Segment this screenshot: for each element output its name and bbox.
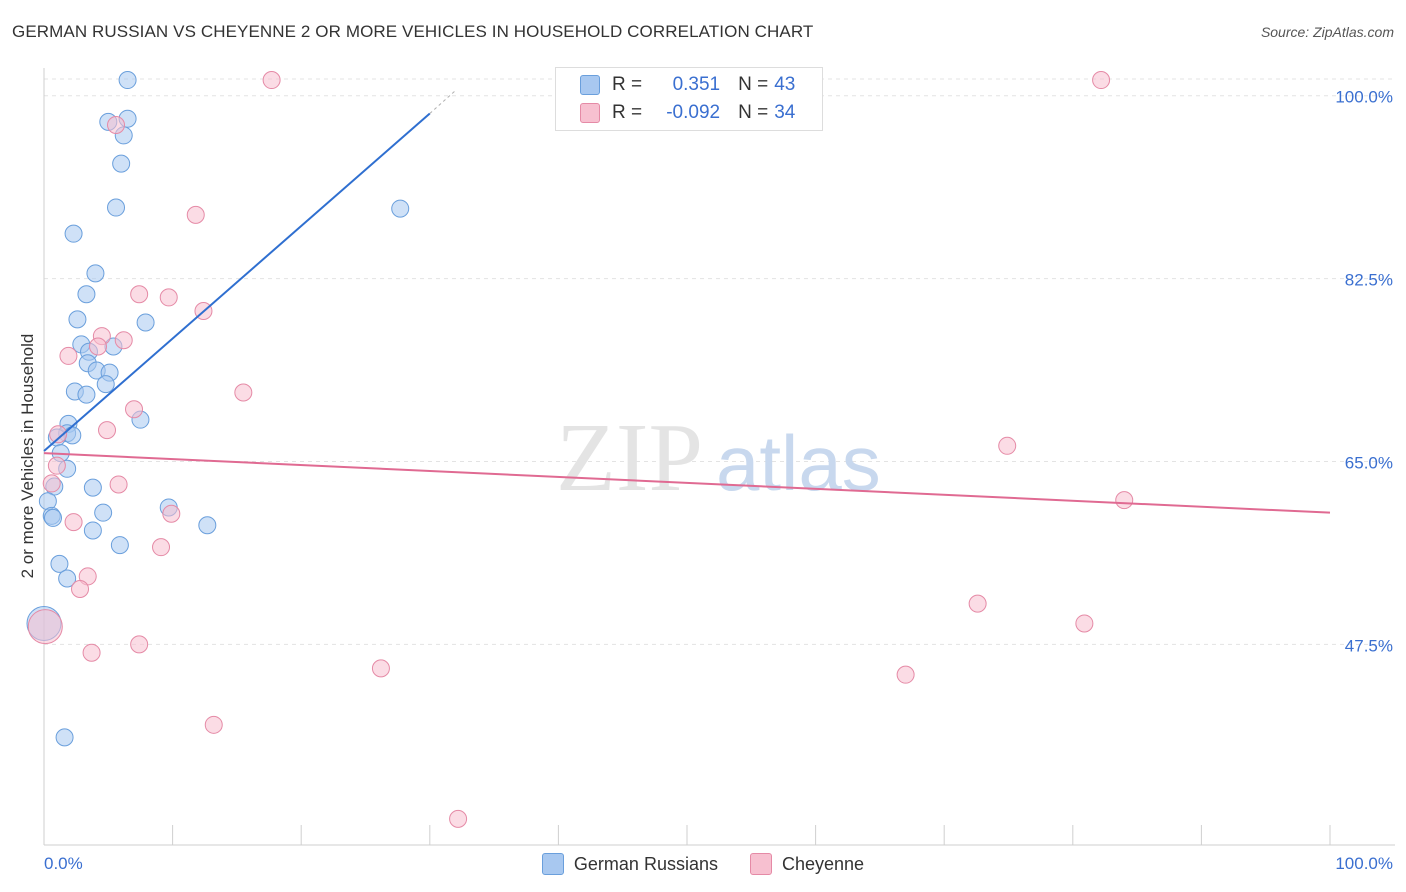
y-tick-label: 82.5% (1345, 271, 1393, 290)
german-russians-point (110, 536, 129, 555)
legend-label: Cheyenne (781, 853, 865, 874)
cheyenne-point (449, 809, 468, 828)
german-russians-point (77, 385, 96, 404)
cheyenne-point (47, 456, 66, 475)
cheyenne-point (1115, 491, 1134, 510)
watermark: ZIP atlas (556, 404, 881, 512)
german-russians-point (94, 503, 113, 522)
cheyenne-point (162, 504, 181, 523)
german-russians-point (83, 478, 102, 497)
german-russians-point (68, 310, 87, 329)
cheyenne-point (59, 346, 78, 365)
watermark-atlas: atlas (716, 419, 881, 507)
grid (44, 78, 1395, 645)
cheyenne-point (64, 513, 83, 532)
cheyenne-point (125, 400, 144, 419)
german-russians-point (107, 198, 126, 217)
cheyenne-point (371, 659, 390, 678)
legend-row-german-russians: R = 0.351 N = 43 (580, 71, 795, 99)
cheyenne-point (109, 475, 128, 494)
german-russians-point (64, 224, 83, 243)
german-russians-point (118, 71, 137, 90)
cheyenne-trend-line (43, 452, 1331, 514)
german-russians-point (55, 728, 74, 747)
y-tick-label: 47.5% (1345, 636, 1393, 655)
y-tick-label: 65.0% (1345, 453, 1393, 472)
german-russians-point (83, 521, 102, 540)
cheyenne-point (98, 421, 117, 440)
trend-lines (43, 90, 1331, 514)
legend-n-label: N = (738, 74, 769, 95)
legend-row-cheyenne: R = -0.092 N = 34 (580, 99, 795, 127)
tick-labels: 47.5% 65.0% 82.5% 100.0% 0.0% 100.0% (44, 88, 1393, 873)
german-russians-point (50, 554, 69, 573)
german-russians-point (86, 264, 105, 283)
series-legend: German Russians Cheyenne (0, 851, 1406, 877)
cheyenne-point (89, 337, 108, 356)
german-russians-point (198, 516, 217, 535)
cheyenne-point (27, 609, 63, 645)
legend-item-german-russians[interactable]: German Russians (541, 851, 718, 877)
legend-swatch (749, 853, 772, 875)
legend-n-value: 34 (774, 102, 796, 123)
y-axis-label: 2 or more Vehicles in Household (18, 333, 37, 579)
cheyenne-point (107, 115, 126, 134)
chart-title: GERMAN RUSSIAN VS CHEYENNE 2 OR MORE VEH… (12, 22, 814, 41)
x-tick-label: 100.0% (1335, 854, 1393, 873)
legend-n-label: N = (738, 102, 769, 123)
legend-swatch-german-russians (580, 75, 600, 95)
cheyenne-point (130, 635, 149, 654)
cheyenne-point (49, 425, 68, 444)
data-points (26, 71, 1134, 828)
cheyenne-point (204, 715, 223, 734)
cheyenne-point (968, 594, 987, 613)
cheyenne-point (42, 474, 61, 493)
german-russians-point (96, 375, 115, 394)
legend-swatch (541, 853, 564, 875)
cheyenne-point (998, 436, 1017, 455)
legend-label: German Russians (573, 853, 718, 874)
german-russians-point (112, 154, 131, 173)
cheyenne-point (152, 538, 171, 557)
axes (43, 68, 1395, 846)
correlation-legend: R = 0.351 N = 43 R = -0.092 N = 34 (555, 67, 823, 131)
legend-r-label: R = (612, 102, 643, 123)
legend-r-value: 0.351 (672, 74, 721, 95)
cheyenne-point (71, 579, 90, 598)
cheyenne-point (234, 383, 253, 402)
cheyenne-point (1092, 71, 1111, 90)
cheyenne-point (159, 288, 178, 307)
watermark-zip: ZIP (556, 404, 703, 512)
legend-item-cheyenne[interactable]: Cheyenne (749, 851, 865, 877)
german-russians-point (58, 569, 77, 588)
cheyenne-point (114, 331, 133, 350)
german-russians-point (44, 508, 63, 527)
cheyenne-point (186, 205, 205, 224)
german-russians-trend-extension (429, 90, 456, 114)
legend-n-value: 43 (774, 74, 796, 95)
cheyenne-point (896, 665, 915, 684)
german-russians-point (77, 285, 96, 304)
y-tick-label: 100.0% (1335, 88, 1393, 107)
german-russians-point (391, 199, 410, 218)
cheyenne-point (1075, 614, 1094, 633)
cheyenne-point (82, 643, 101, 662)
german-russians-point (136, 313, 155, 332)
legend-r-value: -0.092 (666, 102, 721, 123)
german-russians-trend-line (43, 112, 431, 452)
x-tick-label: 0.0% (44, 854, 83, 873)
source-label: Source: ZipAtlas.com (1260, 24, 1394, 40)
legend-r-label: R = (612, 74, 643, 95)
cheyenne-point (130, 285, 149, 304)
legend-swatch-cheyenne (580, 103, 600, 123)
cheyenne-point (262, 71, 281, 90)
